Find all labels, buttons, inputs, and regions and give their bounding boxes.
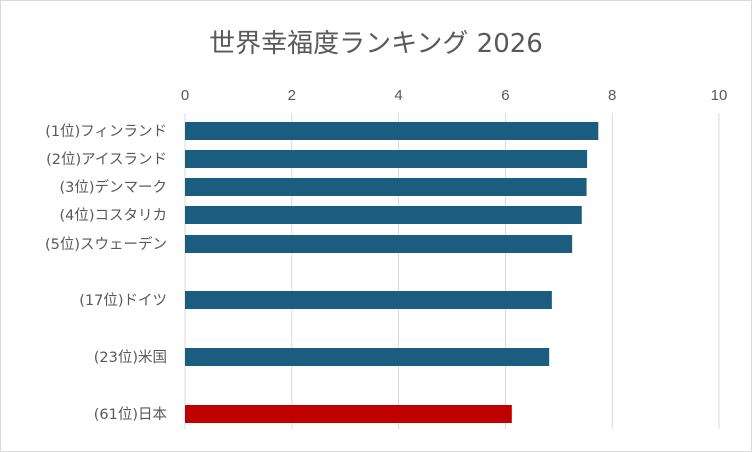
x-tick-label: 2 [288, 87, 296, 104]
bar [185, 348, 550, 366]
category-label: (5位)スウェーデン [45, 235, 167, 253]
category-label: (4位)コスタリカ [59, 207, 167, 224]
x-tick-label: 0 [181, 87, 189, 104]
x-tick-label: 10 [711, 87, 728, 104]
category-label: (3位)デンマーク [59, 178, 167, 196]
x-tick-label: 6 [501, 87, 509, 104]
bar [185, 235, 573, 253]
bar [185, 405, 512, 423]
bar [185, 291, 552, 309]
bar [185, 150, 588, 168]
x-tick-label: 8 [608, 87, 616, 104]
x-tick-label: 4 [394, 87, 402, 104]
bar [185, 206, 582, 224]
category-label: (1位)フィンランド [45, 123, 167, 140]
chart-title: 世界幸福度ランキング 2026 [209, 29, 543, 59]
bar [185, 178, 587, 196]
category-label: (17位)ドイツ [79, 292, 167, 309]
category-label: (2位)アイスランド [46, 151, 167, 168]
category-label: (23位)米国 [94, 349, 167, 366]
category-label: (61位)日本 [94, 406, 167, 423]
bar [185, 122, 599, 140]
